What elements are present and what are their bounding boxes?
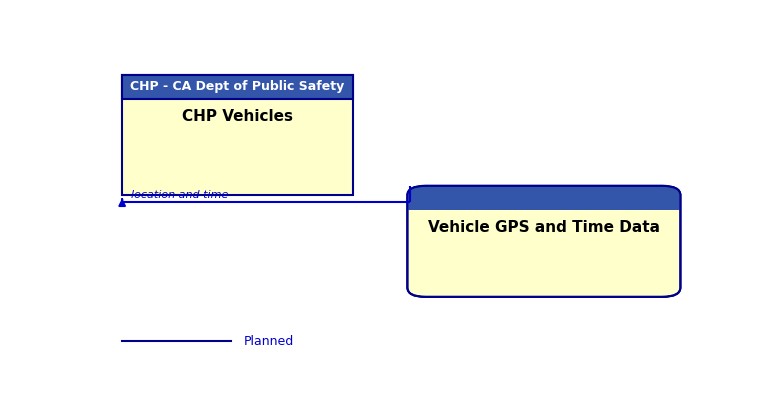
FancyBboxPatch shape (122, 75, 352, 98)
FancyBboxPatch shape (407, 186, 680, 210)
Text: Planned: Planned (244, 335, 294, 348)
FancyBboxPatch shape (407, 186, 680, 297)
Text: location and time: location and time (132, 190, 229, 200)
Text: CHP - CA Dept of Public Safety: CHP - CA Dept of Public Safety (130, 80, 345, 93)
FancyBboxPatch shape (407, 198, 680, 210)
Text: Vehicle GPS and Time Data: Vehicle GPS and Time Data (428, 220, 660, 234)
Text: CHP Vehicles: CHP Vehicles (182, 108, 293, 124)
FancyBboxPatch shape (122, 75, 352, 195)
